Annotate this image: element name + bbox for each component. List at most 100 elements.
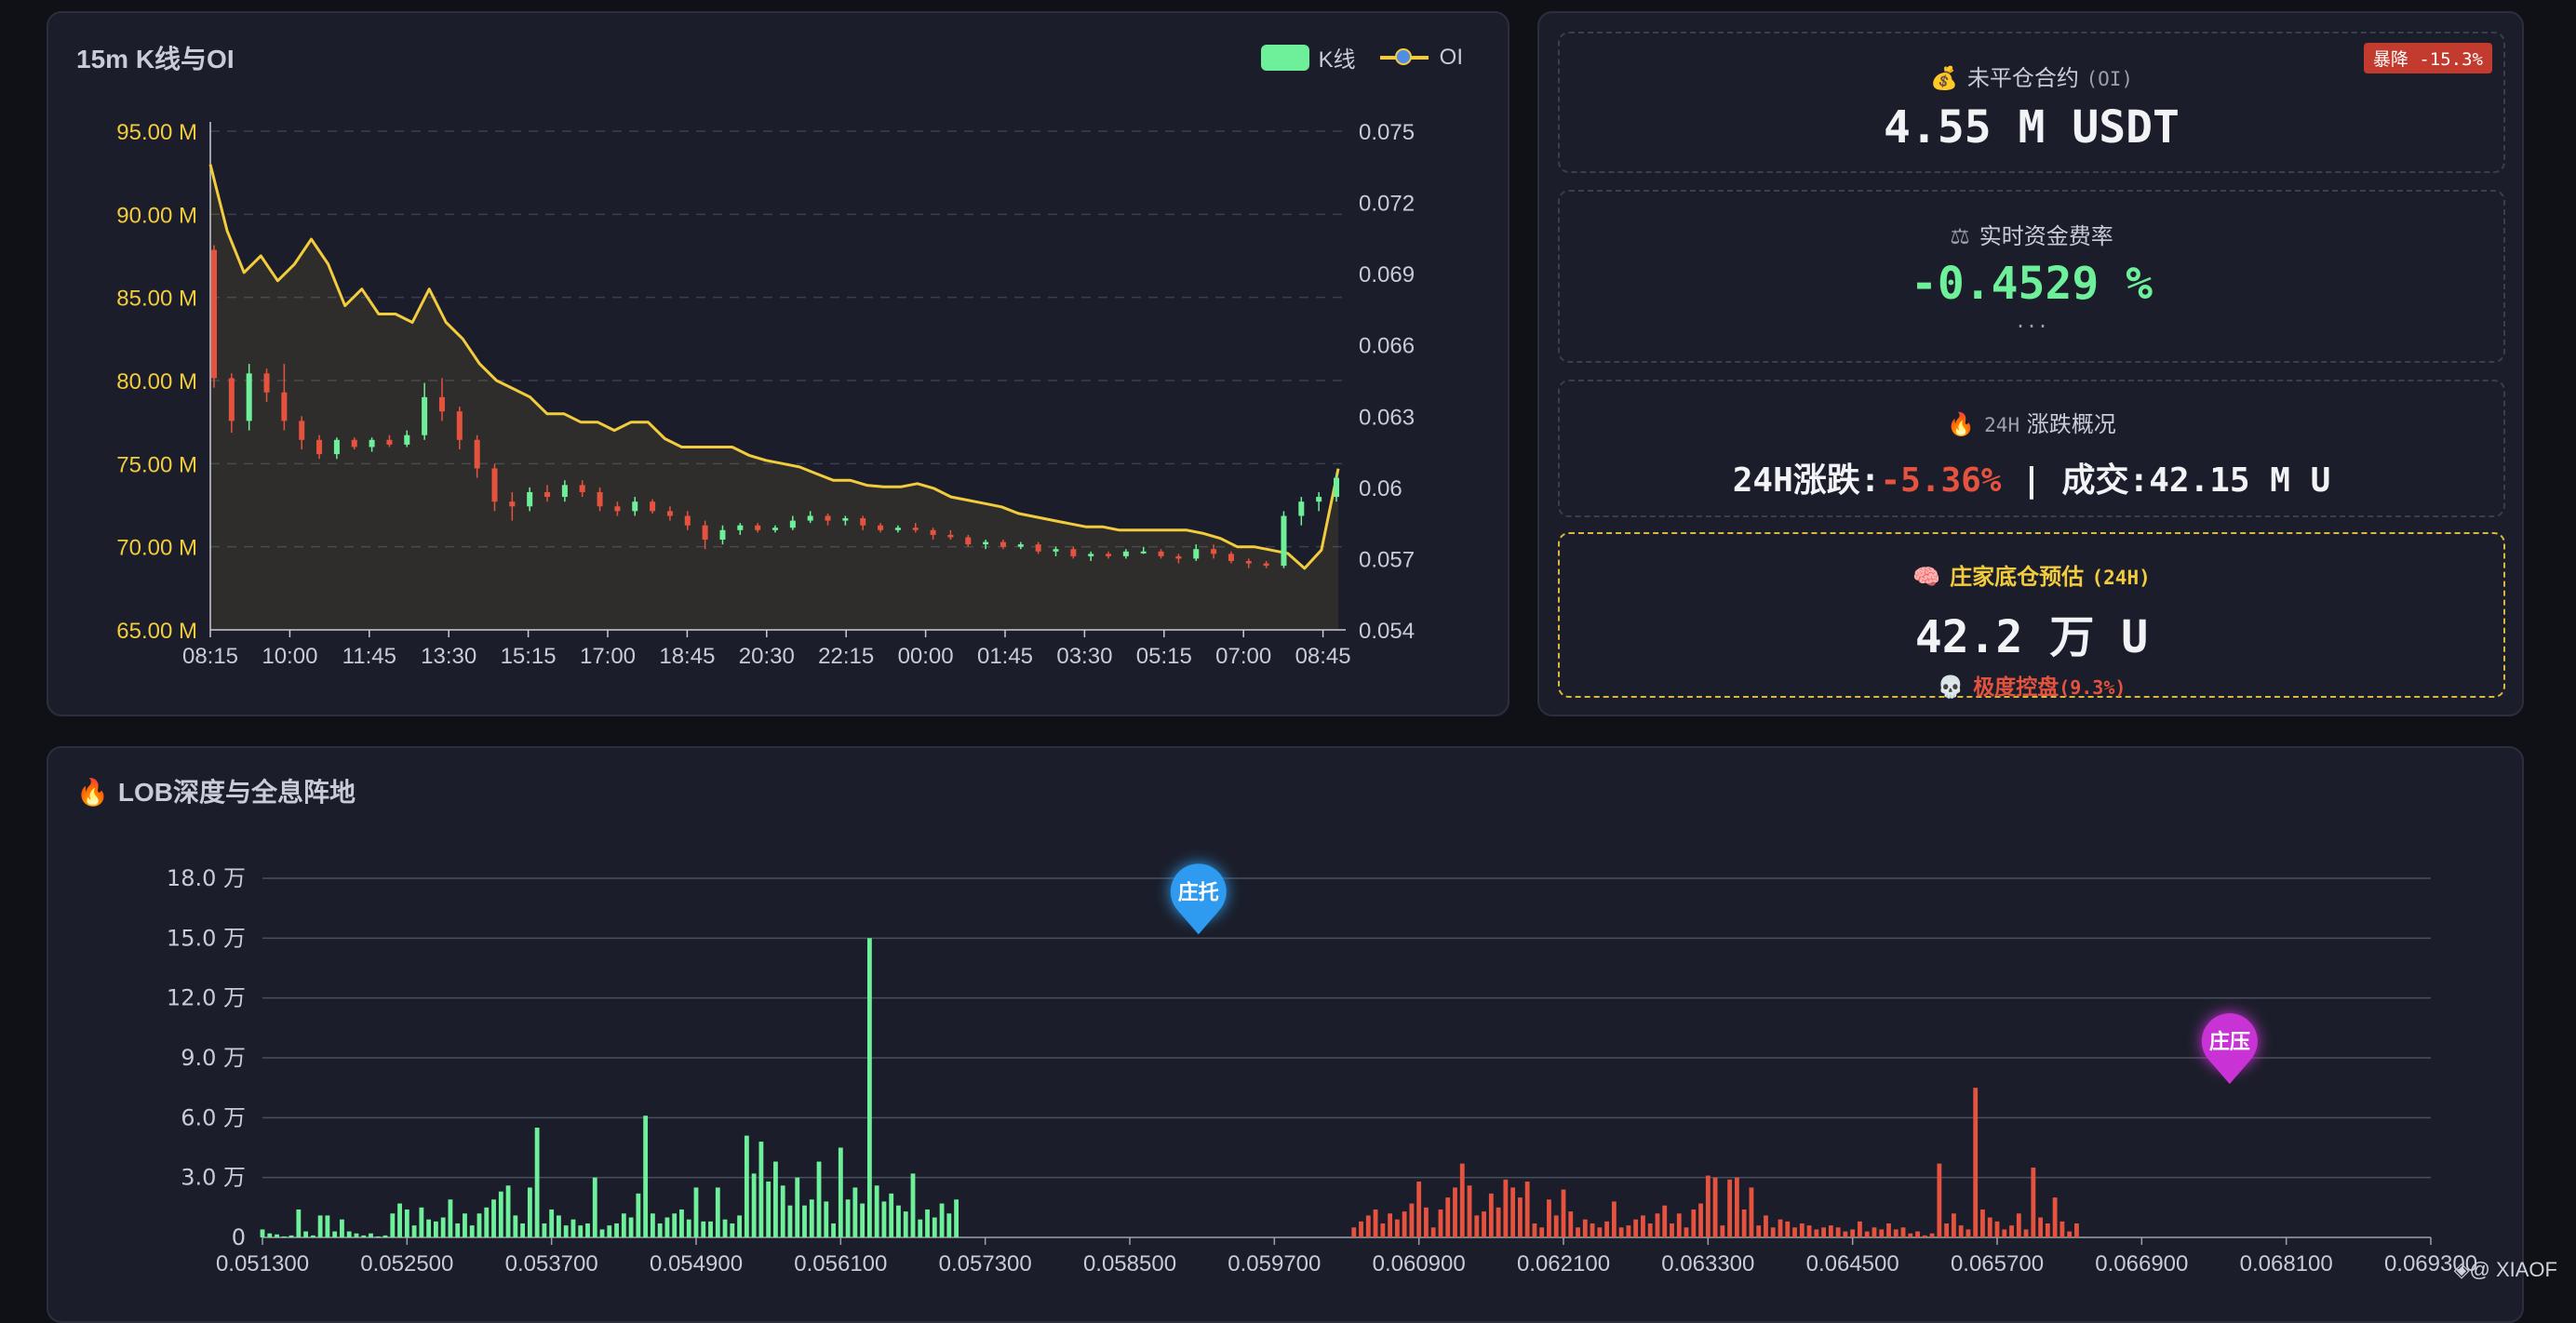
- candle-body: [1193, 549, 1200, 559]
- bid-bar: [520, 1223, 526, 1237]
- y-right-tick-label: 0.066: [1359, 334, 1415, 359]
- x-tick-label: 0.060900: [1373, 1251, 1466, 1276]
- ask-bar: [1980, 1209, 1985, 1237]
- candle-body: [491, 468, 498, 502]
- bid-bar: [686, 1219, 691, 1237]
- candle-body: [1228, 554, 1234, 561]
- y-tick-label: 0: [232, 1224, 246, 1250]
- x-tick-label: 05:15: [1136, 644, 1192, 669]
- x-tick-label: 0.058500: [1083, 1251, 1176, 1276]
- candle-body: [755, 525, 761, 530]
- ask-bar: [1590, 1223, 1595, 1237]
- bid-bar: [411, 1225, 417, 1237]
- ask-bar: [2002, 1229, 2007, 1237]
- bid-bar: [852, 1187, 858, 1237]
- candle-body: [527, 491, 533, 507]
- candle-body: [825, 515, 831, 521]
- whale-value: 42.2 万 U: [1914, 611, 2149, 663]
- ask-bar: [1756, 1225, 1762, 1237]
- ask-bar: [1359, 1221, 1363, 1237]
- ask-bar: [1532, 1223, 1537, 1237]
- y-left-tick-label: 85.00 M: [116, 287, 197, 312]
- candle-body: [684, 515, 691, 526]
- ask-bar: [1879, 1229, 1885, 1237]
- ask-bar: [1402, 1211, 1407, 1237]
- bid-bar: [802, 1205, 807, 1237]
- legend-label-oi[interactable]: OI: [1439, 44, 1463, 70]
- ask-bar: [1539, 1227, 1545, 1237]
- y-right-tick-label: 0.057: [1359, 547, 1415, 572]
- lob-chart[interactable]: 0 3.0 万 6.0 万 9.0 万 12.0 万 15.0 万 18.0 万 0.0513…: [48, 748, 2522, 1288]
- bid-bar: [275, 1234, 279, 1237]
- candle-body: [737, 525, 744, 530]
- ask-bar: [2016, 1213, 2021, 1237]
- bid-bar: [267, 1233, 273, 1237]
- legend-label-kline[interactable]: K线: [1318, 47, 1356, 73]
- bid-bar: [534, 1128, 540, 1237]
- ask-bar: [1445, 1197, 1451, 1237]
- bid-bar: [527, 1187, 532, 1237]
- candle-body: [509, 501, 516, 507]
- oi-change-badge: 暴降 -15.3%: [2363, 43, 2492, 74]
- ask-bar: [1633, 1219, 1639, 1237]
- bid-bar: [585, 1223, 590, 1237]
- bid-bar: [375, 1236, 381, 1237]
- ask-bar: [1496, 1207, 1501, 1237]
- ask-bar: [1430, 1227, 1436, 1237]
- ask-bar: [2074, 1223, 2079, 1237]
- candle-body: [1245, 560, 1252, 564]
- x-tick-label: 18:45: [659, 644, 715, 669]
- ask-bar: [1503, 1179, 1509, 1237]
- change-separator: |: [2001, 461, 2062, 500]
- legend-swatch-kline[interactable]: [1260, 44, 1309, 71]
- ask-bar: [1568, 1211, 1574, 1237]
- candle-body: [211, 249, 217, 379]
- candle-body: [1106, 554, 1112, 556]
- legend-swatch-oi[interactable]: [1379, 45, 1429, 71]
- x-tick-label: 0.069300: [2384, 1251, 2477, 1276]
- bid-bar: [737, 1215, 743, 1237]
- brain-icon: 🧠: [1912, 564, 1941, 590]
- candle-body: [912, 528, 919, 530]
- kline-legend: K线 OI: [1260, 41, 1463, 74]
- skull-icon: 💀: [1937, 675, 1965, 700]
- ask-bar: [1582, 1219, 1588, 1237]
- ask-bar: [1409, 1203, 1415, 1237]
- oi-card: 暴降 -15.3% 💰 未平仓合约 (OI) 4.55 M USDT: [1558, 32, 2505, 173]
- change-card: 🔥 24H 涨跌概况 24H涨跌:-5.36% | 成交:42.15 M U: [1558, 380, 2505, 517]
- bid-bar: [910, 1173, 916, 1237]
- x-tick-label: 0.057300: [939, 1251, 1032, 1276]
- candle-body: [860, 518, 866, 526]
- ask-bar: [1864, 1231, 1870, 1237]
- ask-bar: [1843, 1231, 1848, 1237]
- resistance-pin-marker[interactable]: 庄压: [2201, 1013, 2258, 1085]
- ask-bar: [1482, 1211, 1486, 1237]
- ask-bar: [1576, 1227, 1580, 1237]
- bid-bar: [440, 1217, 446, 1237]
- ask-bar: [1618, 1227, 1624, 1237]
- oi-label: 未平仓合约: [1966, 65, 2079, 91]
- ask-bar: [1510, 1187, 1516, 1237]
- y-left-tick-label: 95.00 M: [116, 120, 197, 145]
- candle-body: [474, 439, 480, 469]
- ask-bar: [1698, 1203, 1703, 1237]
- candle-body: [1053, 549, 1059, 552]
- kline-chart[interactable]: 65.00 M 70.00 M 75.00 M 80.00 M 85.00 M 90.00…: [48, 13, 1508, 715]
- ask-bar: [1424, 1207, 1429, 1237]
- lob-panel-title: 🔥 LOB深度与全息阵地: [76, 772, 356, 809]
- bid-bar: [317, 1215, 323, 1237]
- y-left-tick-label: 65.00 M: [116, 619, 197, 644]
- ask-bar: [1821, 1227, 1827, 1237]
- bid-bar: [354, 1233, 359, 1237]
- bid-bar: [730, 1223, 735, 1237]
- candle-body: [1000, 541, 1006, 547]
- support-pin-marker[interactable]: 庄托: [1170, 863, 1227, 935]
- bid-bar: [780, 1185, 785, 1237]
- ask-bar: [1474, 1215, 1480, 1237]
- x-tick-label: 08:15: [182, 644, 238, 669]
- bid-bar: [787, 1205, 793, 1237]
- x-tick-label: 13:30: [421, 644, 476, 669]
- ask-bar: [1799, 1223, 1805, 1237]
- ask-bar: [1966, 1229, 1971, 1237]
- x-tick-label: 0.062100: [1517, 1251, 1610, 1276]
